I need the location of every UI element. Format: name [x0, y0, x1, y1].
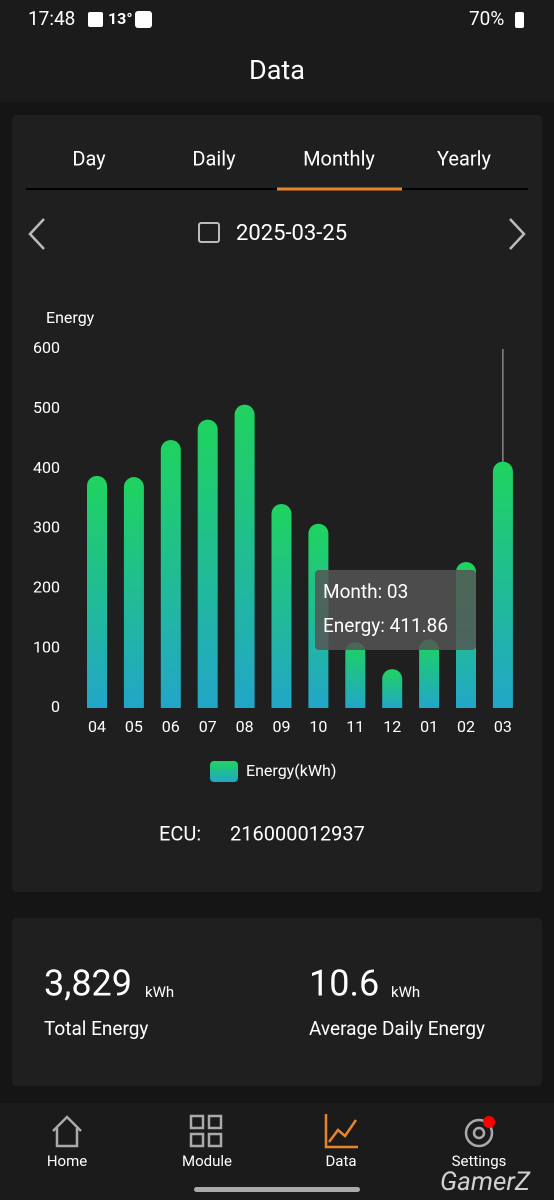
bar: [271, 503, 292, 708]
y-tick-label: 400: [33, 458, 60, 477]
total-energy-value: 3,829: [44, 963, 132, 1005]
plot: 0 100 200 300 400 500 600 04 05 06 07 08 09 10 11 12 01 0…: [33, 338, 513, 736]
bar: [382, 669, 403, 708]
legend-label: Energy(kWh): [246, 761, 336, 780]
legend-swatch: [210, 761, 238, 782]
bar: [160, 439, 181, 708]
nav-label[interactable]: Home: [47, 1152, 87, 1170]
bottom-nav: [0, 1103, 554, 1200]
x-tick-label: 04: [88, 717, 106, 736]
ecu-value: 216000012937: [230, 821, 365, 845]
x-tick-label: 06: [162, 717, 180, 736]
battery-level: 70%: [469, 7, 504, 30]
prev-button[interactable]: [28, 218, 45, 250]
y-tick-label: 100: [33, 637, 60, 656]
bar: [197, 419, 218, 708]
settings-icon[interactable]: [464, 1118, 494, 1148]
avg-energy-label: Average Daily Energy: [309, 1017, 485, 1040]
gesture-bar: [194, 1187, 360, 1192]
x-tick-label: 02: [457, 717, 475, 736]
ecu-label: ECU:: [159, 821, 201, 845]
tab[interactable]: Monthly: [303, 146, 375, 170]
nav-label[interactable]: Data: [325, 1152, 356, 1170]
tooltip-month: Month: 03: [323, 580, 408, 603]
bar: [123, 477, 144, 708]
home-icon[interactable]: [52, 1115, 82, 1148]
date[interactable]: 2025-03-25: [236, 221, 347, 246]
tooltip-energy: Energy: 411.86: [323, 614, 448, 637]
notification-dot: [483, 1116, 495, 1128]
chart-card: [12, 115, 542, 892]
x-tick-label: 10: [309, 717, 327, 736]
tabs: Day Daily Monthly Yearly: [72, 146, 491, 170]
total-energy-unit: kWh: [145, 983, 174, 1001]
bar: [492, 461, 513, 708]
y-tick-label: 600: [33, 338, 60, 357]
x-tick-label: 03: [494, 717, 512, 736]
bar: [87, 475, 107, 708]
app-icon: [135, 11, 152, 28]
x-tick-label: 11: [346, 717, 364, 736]
calendar-icon[interactable]: [198, 222, 220, 243]
x-tick-label: 09: [273, 717, 291, 736]
nav-label[interactable]: Module: [182, 1152, 232, 1170]
avg-energy-value: 10.6: [309, 963, 379, 1005]
clock: 17:48: [28, 7, 75, 30]
bar: [345, 642, 366, 708]
next-button[interactable]: [509, 218, 526, 250]
avg-energy-unit: kWh: [391, 983, 420, 1001]
y-tick-label: 200: [33, 578, 60, 597]
x-tick-label: 05: [125, 717, 143, 736]
module-icon[interactable]: [189, 1114, 223, 1148]
nav-label[interactable]: Settings: [452, 1152, 507, 1170]
total-energy-label: Total Energy: [44, 1017, 148, 1040]
temperature: 13°: [108, 9, 133, 28]
x-tick-label: 07: [199, 717, 217, 736]
tooltip: [315, 570, 476, 650]
data-icon[interactable]: [324, 1114, 358, 1149]
stats-card: [12, 918, 542, 1086]
bar: [234, 404, 255, 708]
battery-icon: [515, 12, 524, 28]
tab[interactable]: Yearly: [437, 146, 492, 170]
x-tick-label: 08: [236, 717, 254, 736]
y-tick-label: 300: [33, 518, 60, 537]
bar: [419, 639, 440, 708]
tab[interactable]: Day: [72, 146, 106, 170]
nav-labels: Home Module Data Settings: [47, 1152, 507, 1170]
y-axis-label: Energy: [46, 308, 95, 327]
y-tick-label: 0: [51, 697, 60, 716]
settings-icon-center: [472, 1126, 486, 1140]
y-tick-label: 500: [33, 398, 60, 417]
gallery-icon: [88, 12, 103, 27]
x-tick-label: 01: [420, 717, 438, 736]
page-title: Data: [249, 54, 305, 86]
x-tick-label: 12: [383, 717, 401, 736]
watermark: GamerZ: [440, 1167, 531, 1197]
tab[interactable]: Daily: [192, 146, 236, 170]
